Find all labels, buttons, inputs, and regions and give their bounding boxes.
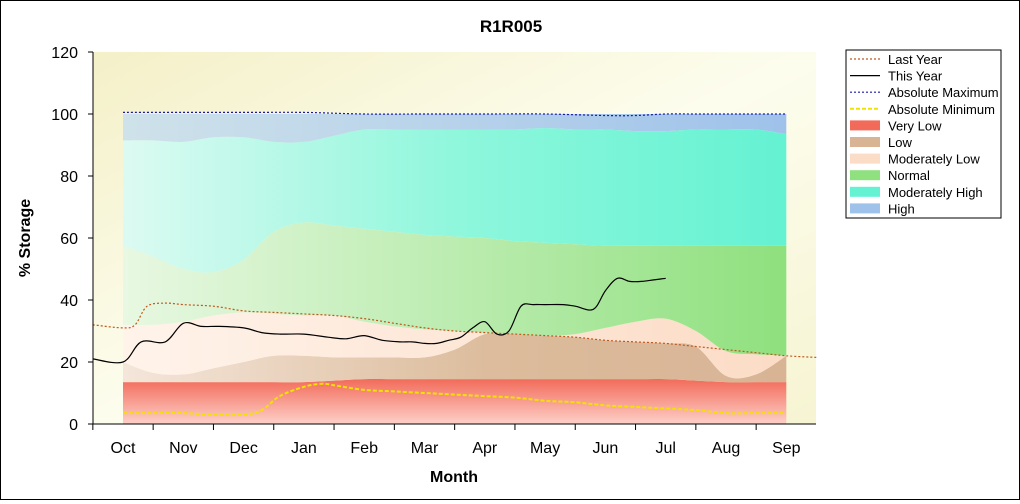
legend-label: Last Year: [888, 52, 943, 67]
legend-item-very-low: Very Low: [850, 118, 942, 133]
legend-swatch: [850, 137, 880, 147]
y-tick-label: 60: [60, 231, 78, 248]
series-lines: [92, 111, 817, 417]
x-tick-label: Oct: [111, 440, 136, 457]
legend-label: Moderately High: [888, 185, 983, 200]
high-band: [123, 114, 787, 143]
legend-swatch: [850, 170, 880, 181]
legend-swatch: [850, 120, 880, 131]
y-tick-label: 20: [60, 355, 78, 372]
legend-swatch: [850, 186, 880, 197]
x-tick-label: Dec: [229, 440, 257, 457]
last-year-line: [92, 302, 817, 358]
legend-label: Absolute Maximum: [888, 85, 999, 100]
x-tick-label: Sep: [772, 440, 801, 457]
x-tick-label: Jul: [655, 440, 675, 457]
x-tick-label: Nov: [169, 440, 197, 457]
x-axis-label: Month: [430, 469, 478, 486]
x-tick-label: May: [530, 440, 560, 457]
low-band: [123, 332, 787, 383]
x-tick-label: Jun: [593, 440, 619, 457]
legend-label: Very Low: [888, 118, 942, 133]
legend-item-moderately-high: Moderately High: [850, 185, 983, 200]
legend-item-absolute-minimum: Absolute Minimum: [850, 102, 995, 117]
legend-label: Moderately Low: [888, 152, 980, 167]
x-tick-label: Apr: [472, 440, 498, 457]
storage-bands: [123, 114, 787, 424]
legend-item-last-year: Last Year: [850, 52, 943, 67]
y-tick-label: 80: [60, 169, 78, 186]
x-tick-label: Jan: [291, 440, 317, 457]
absolute-minimum-line: [123, 382, 787, 417]
legend-item-moderately-low: Moderately Low: [850, 152, 980, 167]
y-tick-label: 0: [69, 417, 78, 434]
y-axis-label: % Storage: [17, 199, 34, 277]
legend-item-normal: Normal: [850, 168, 930, 183]
x-tick-label: Mar: [411, 440, 439, 457]
legend-item-this-year: This Year: [850, 69, 943, 84]
legend-label: Absolute Minimum: [888, 102, 995, 117]
x-tick-label: Aug: [712, 440, 740, 457]
x-axis-ticks: Oct Nov Dec Jan Feb Mar Apr May Jun Jul Aug Sep: [92, 424, 801, 457]
legend-swatch: [850, 153, 880, 164]
legend-label: This Year: [888, 69, 943, 84]
legend-item-high: High: [850, 201, 915, 216]
moderately-low-band: [123, 312, 787, 379]
x-tick-label: Feb: [350, 440, 378, 457]
y-tick-label: 40: [60, 293, 78, 310]
y-tick-label: 120: [51, 45, 78, 62]
y-axis-ticks: 0 20 40 60 80 100 120: [51, 45, 93, 434]
very-low-band: [123, 378, 787, 424]
legend-label: High: [888, 201, 915, 216]
legend-label: Low: [888, 135, 912, 150]
chart-title: R1R005: [480, 17, 542, 36]
legend-item-absolute-maximum: Absolute Maximum: [850, 85, 999, 100]
this-year-line: [92, 277, 666, 364]
y-tick-label: 100: [51, 107, 78, 124]
normal-band: [123, 222, 787, 356]
legend-swatch: [850, 203, 880, 214]
legend-item-low: Low: [850, 135, 912, 150]
moderately-high-band: [123, 128, 787, 273]
legend-label: Normal: [888, 168, 930, 183]
